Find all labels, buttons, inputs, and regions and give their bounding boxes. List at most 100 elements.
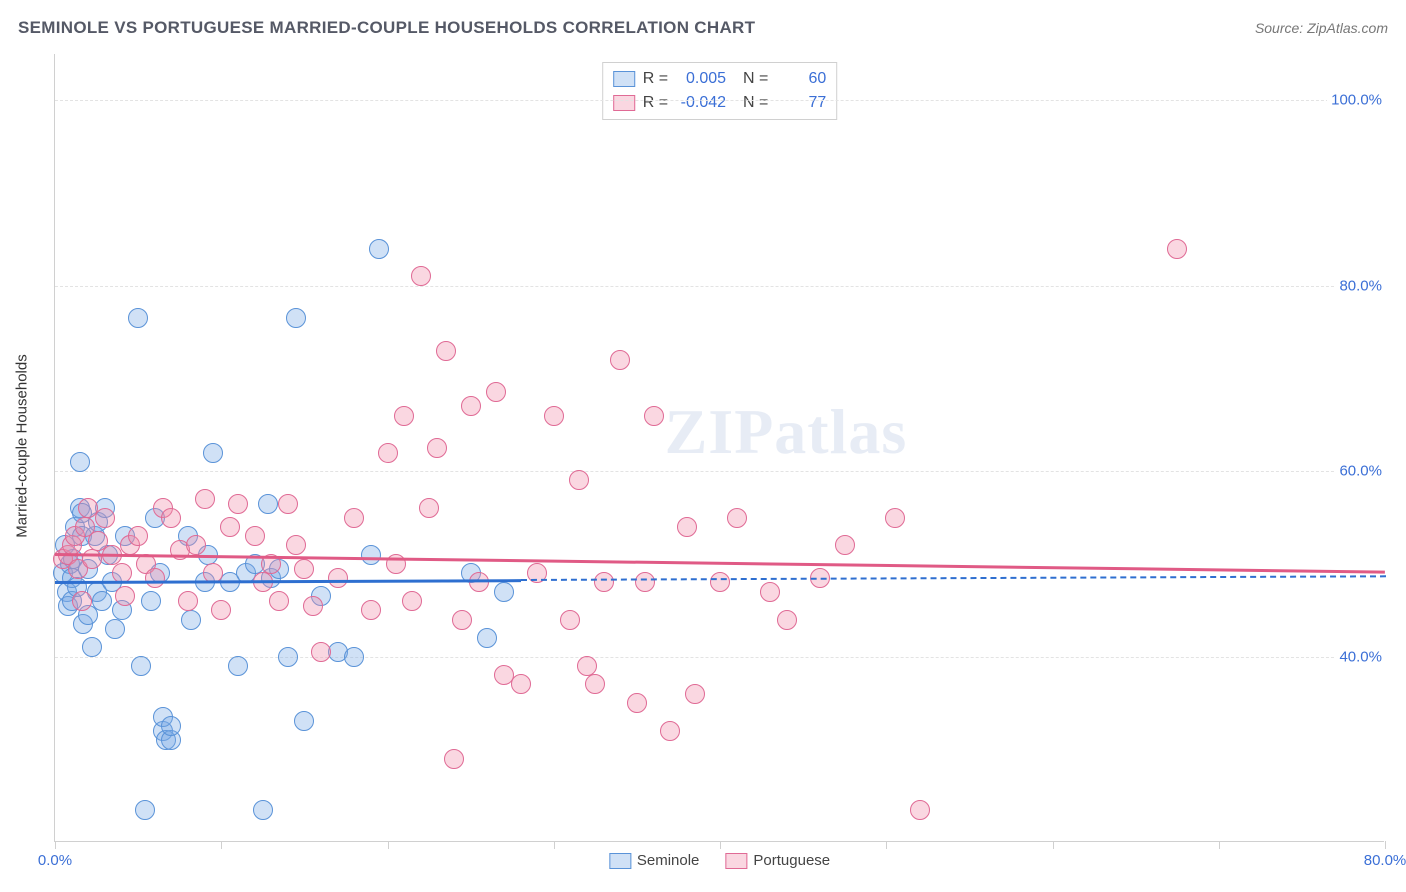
seminole-point	[294, 711, 314, 731]
seminole-point	[278, 647, 298, 667]
portuguese-point	[95, 508, 115, 528]
portuguese-point	[1167, 239, 1187, 259]
x-tick-label: 0.0%	[38, 852, 72, 869]
seminole-point	[128, 308, 148, 328]
portuguese-point	[610, 350, 630, 370]
x-tick-label: 80.0%	[1364, 852, 1406, 869]
x-tick	[886, 841, 887, 849]
portuguese-point	[436, 341, 456, 361]
portuguese-point	[760, 582, 780, 602]
portuguese-point	[685, 684, 705, 704]
portuguese-point	[115, 586, 135, 606]
x-tick	[55, 841, 56, 849]
portuguese-point	[303, 596, 323, 616]
seminole-point	[82, 637, 102, 657]
portuguese-point	[677, 517, 697, 537]
seminole-point	[141, 591, 161, 611]
portuguese-point	[452, 610, 472, 630]
portuguese-point	[419, 498, 439, 518]
gridline	[55, 657, 1384, 658]
portuguese-point	[294, 559, 314, 579]
portuguese-point	[128, 526, 148, 546]
seminole-point	[181, 610, 201, 630]
portuguese-point	[511, 674, 531, 694]
correlation-stats-legend: R = 0.005 N = 60 R = -0.042 N = 77	[602, 62, 838, 120]
seminole-point	[105, 619, 125, 639]
portuguese-point	[82, 549, 102, 569]
x-tick	[554, 841, 555, 849]
seminole-point	[161, 716, 181, 736]
portuguese-point	[161, 508, 181, 528]
y-tick-label: 100.0%	[1327, 92, 1386, 109]
portuguese-point	[195, 489, 215, 509]
seminole-point	[286, 308, 306, 328]
x-tick	[388, 841, 389, 849]
y-tick-label: 60.0%	[1335, 463, 1386, 480]
seminole-point	[477, 628, 497, 648]
portuguese-point	[402, 591, 422, 611]
seminole-point	[344, 647, 364, 667]
portuguese-point	[710, 572, 730, 592]
x-tick	[1053, 841, 1054, 849]
legend-portuguese-label: Portuguese	[753, 852, 830, 869]
portuguese-point	[328, 568, 348, 588]
seminole-point	[258, 494, 278, 514]
seminole-point	[494, 582, 514, 602]
watermark-text: ZIPatlas	[665, 395, 908, 469]
x-tick	[1385, 841, 1386, 849]
y-tick-label: 40.0%	[1335, 648, 1386, 665]
portuguese-point	[469, 572, 489, 592]
gridline	[55, 286, 1384, 287]
seminole-point	[361, 545, 381, 565]
seminole-point	[228, 656, 248, 676]
portuguese-point	[577, 656, 597, 676]
portuguese-point	[311, 642, 331, 662]
portuguese-point	[660, 721, 680, 741]
series-legend: Seminole Portuguese	[609, 852, 830, 869]
portuguese-point	[269, 591, 289, 611]
x-tick	[1219, 841, 1220, 849]
portuguese-point	[378, 443, 398, 463]
legend-seminole-label: Seminole	[637, 852, 700, 869]
portuguese-point	[569, 470, 589, 490]
seminole-swatch-icon	[613, 71, 635, 87]
x-tick	[221, 841, 222, 849]
portuguese-point	[461, 396, 481, 416]
portuguese-point	[245, 526, 265, 546]
stats-row-seminole: R = 0.005 N = 60	[613, 67, 827, 91]
seminole-point	[253, 800, 273, 820]
portuguese-point	[211, 600, 231, 620]
portuguese-point	[727, 508, 747, 528]
portuguese-point	[910, 800, 930, 820]
portuguese-point	[72, 591, 92, 611]
portuguese-point	[644, 406, 664, 426]
portuguese-swatch-icon	[613, 95, 635, 111]
portuguese-point	[220, 517, 240, 537]
seminole-point	[203, 443, 223, 463]
gridline	[55, 471, 1384, 472]
portuguese-point	[544, 406, 564, 426]
portuguese-point	[145, 568, 165, 588]
portuguese-point	[444, 749, 464, 769]
portuguese-point	[777, 610, 797, 630]
seminole-point	[369, 239, 389, 259]
portuguese-point	[278, 494, 298, 514]
portuguese-point	[186, 535, 206, 555]
portuguese-point	[635, 572, 655, 592]
legend-portuguese-swatch-icon	[725, 853, 747, 869]
gridline	[55, 100, 1384, 101]
portuguese-point	[228, 494, 248, 514]
seminole-point	[135, 800, 155, 820]
seminole-point	[70, 452, 90, 472]
portuguese-point	[835, 535, 855, 555]
chart-source: Source: ZipAtlas.com	[1255, 20, 1388, 36]
portuguese-point	[361, 600, 381, 620]
portuguese-point	[427, 438, 447, 458]
seminole-point	[92, 591, 112, 611]
portuguese-point	[560, 610, 580, 630]
portuguese-point	[394, 406, 414, 426]
stats-row-portuguese: R = -0.042 N = 77	[613, 91, 827, 115]
legend-seminole-swatch-icon	[609, 853, 631, 869]
x-tick	[720, 841, 721, 849]
portuguese-point	[486, 382, 506, 402]
